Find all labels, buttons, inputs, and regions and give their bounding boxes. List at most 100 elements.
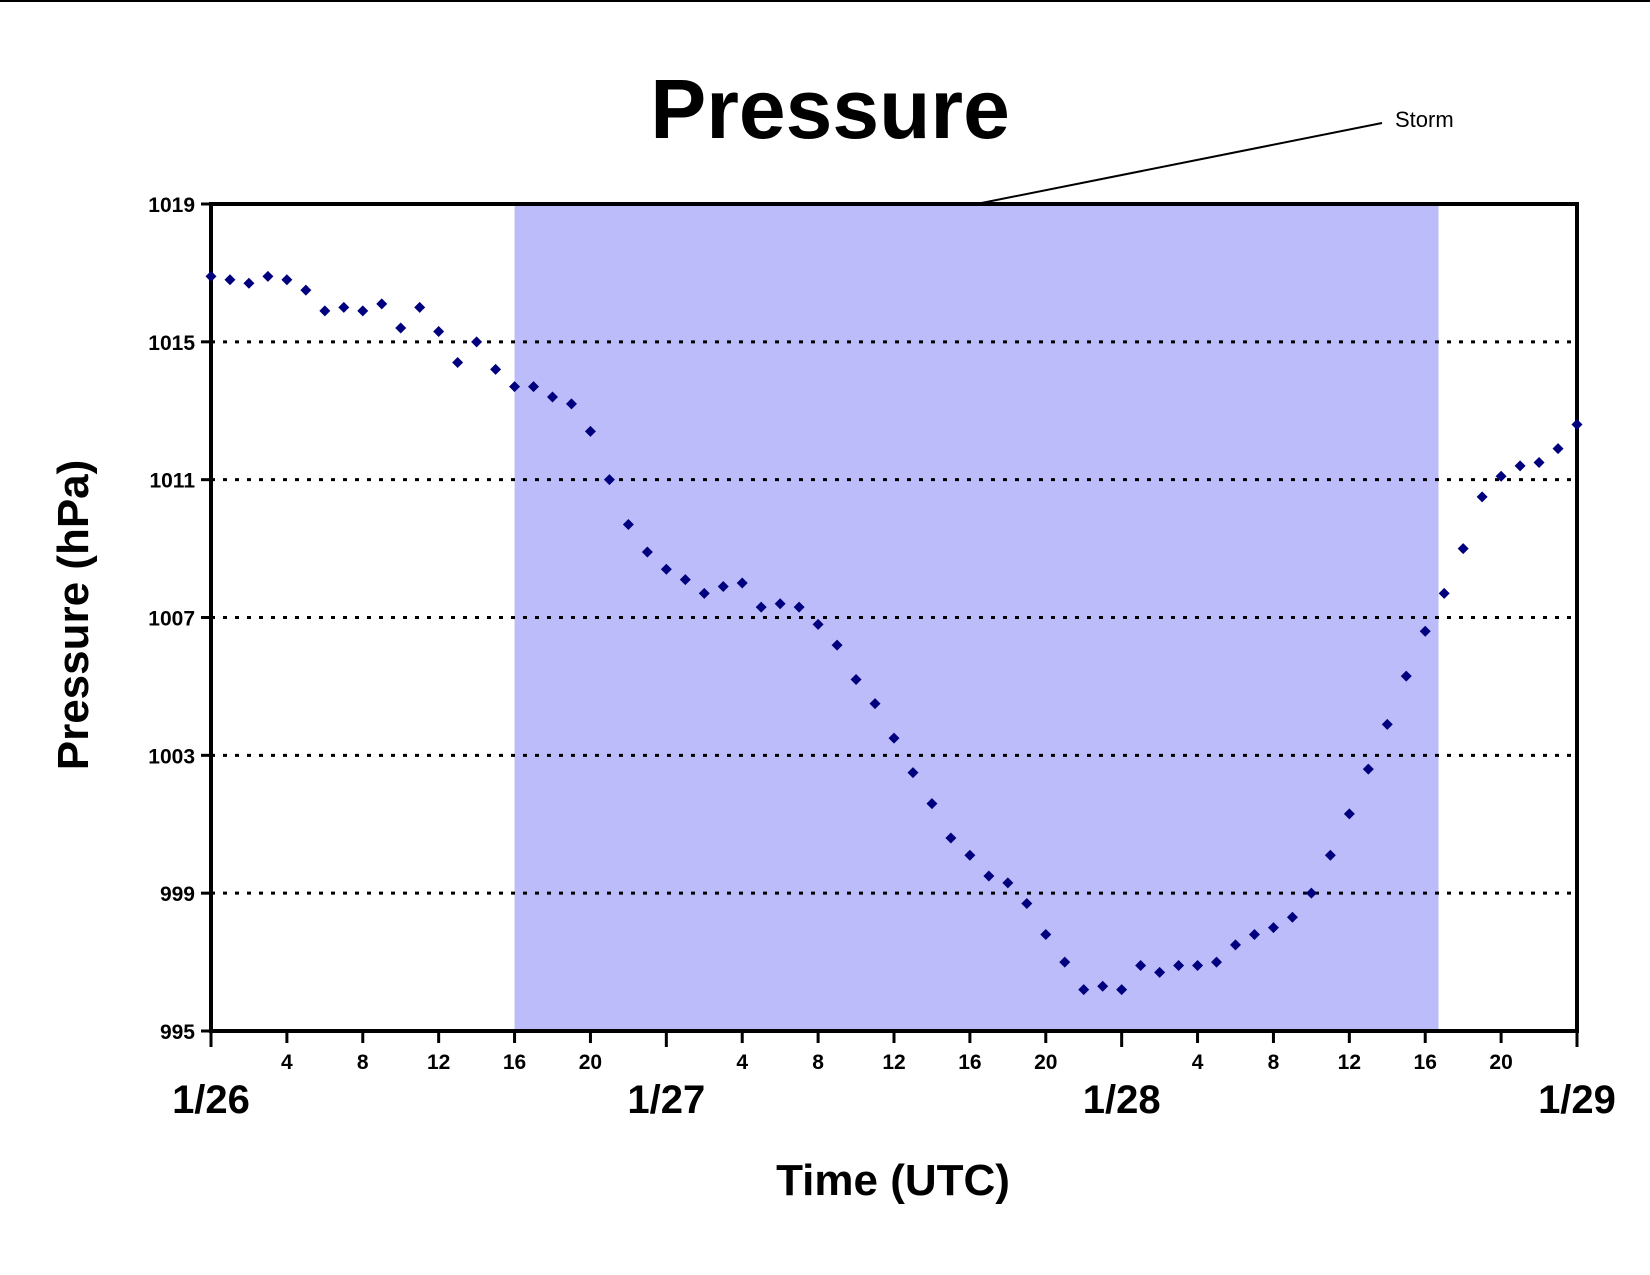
data-point xyxy=(1476,491,1488,503)
data-point xyxy=(1362,763,1374,775)
data-point xyxy=(1286,911,1298,923)
data-point xyxy=(793,601,805,613)
data-point xyxy=(338,301,350,313)
data-point xyxy=(395,322,407,334)
data-point xyxy=(1438,587,1450,599)
data-point xyxy=(603,474,615,486)
data-point xyxy=(983,870,995,882)
data-point xyxy=(528,381,540,393)
y-tick-label-1015: 1015 xyxy=(148,332,195,355)
data-point xyxy=(1192,960,1204,972)
y-tick-label-1007: 1007 xyxy=(148,608,195,631)
data-point xyxy=(490,363,502,375)
data-point xyxy=(888,732,900,744)
data-point xyxy=(926,798,938,810)
x-tick-label-hour-64: 16 xyxy=(1414,1051,1437,1074)
data-point xyxy=(376,298,388,310)
data-point xyxy=(945,832,957,844)
data-point xyxy=(1267,922,1279,934)
data-point xyxy=(679,574,691,586)
data-point xyxy=(565,398,577,410)
data-point xyxy=(262,270,274,282)
data-point xyxy=(1552,443,1564,455)
data-point xyxy=(850,674,862,686)
data-point xyxy=(1002,877,1014,889)
data-point xyxy=(641,546,653,558)
data-point xyxy=(1097,980,1109,992)
x-tick-label-hour-68: 20 xyxy=(1489,1051,1512,1074)
x-tick-label-hour-32: 8 xyxy=(812,1051,824,1074)
x-tick-label-hour-28: 4 xyxy=(736,1051,748,1074)
x-date-label-1-28: 1/28 xyxy=(1083,1078,1161,1122)
data-point xyxy=(622,518,634,530)
data-point xyxy=(281,274,293,286)
data-point xyxy=(584,425,596,437)
data-point xyxy=(509,381,521,393)
x-date-label-1-26: 1/26 xyxy=(172,1078,250,1122)
data-point xyxy=(1457,543,1469,555)
x-axis-label: Time (UTC) xyxy=(776,1156,1010,1205)
data-point xyxy=(1571,419,1583,431)
data-point xyxy=(319,305,331,317)
y-tick-label-1003: 1003 xyxy=(148,745,195,768)
x-tick-label-hour-4: 4 xyxy=(281,1051,293,1074)
x-tick-label-hour-56: 8 xyxy=(1268,1051,1280,1074)
chart-title: Pressure xyxy=(650,62,1010,156)
x-date-label-1-27: 1/27 xyxy=(627,1078,705,1122)
data-point xyxy=(1419,625,1431,637)
x-tick-label-hour-36: 12 xyxy=(882,1051,905,1074)
x-tick-label-hour-16: 16 xyxy=(503,1051,526,1074)
data-point xyxy=(1116,984,1128,996)
x-tick-label-hour-20: 20 xyxy=(579,1051,602,1074)
data-point xyxy=(433,325,445,337)
data-point xyxy=(452,357,464,369)
data-point xyxy=(1248,929,1260,941)
plot-frame xyxy=(209,202,1579,1033)
data-point xyxy=(1059,956,1071,968)
data-point xyxy=(1533,456,1545,468)
data-point xyxy=(1211,956,1223,968)
x-date-label-1-29: 1/29 xyxy=(1538,1078,1616,1122)
data-point xyxy=(300,284,312,296)
data-point xyxy=(1343,808,1355,820)
data-point xyxy=(1495,470,1507,482)
x-tick-label-hour-60: 12 xyxy=(1338,1051,1361,1074)
data-point xyxy=(1021,898,1033,910)
storm-shaded-region xyxy=(514,204,1439,1031)
data-point xyxy=(964,849,976,861)
x-tick-label-hour-44: 20 xyxy=(1034,1051,1057,1074)
data-point xyxy=(660,563,672,575)
storm-annotation-line xyxy=(976,122,1383,205)
data-point xyxy=(736,577,748,589)
data-point xyxy=(717,580,729,592)
x-tick-label-hour-52: 4 xyxy=(1192,1051,1204,1074)
data-point xyxy=(205,270,217,282)
y-tick-label-1011: 1011 xyxy=(149,470,195,493)
data-point xyxy=(831,639,843,651)
data-point xyxy=(1040,929,1052,941)
data-point xyxy=(471,336,483,348)
data-point xyxy=(1173,960,1185,972)
data-point xyxy=(1135,960,1147,972)
storm-annotation-label: Storm xyxy=(1395,107,1454,132)
data-point xyxy=(774,598,786,610)
data-point xyxy=(1078,984,1090,996)
data-point xyxy=(1514,460,1526,472)
plot-area: 995 999 1003 1007 1011 1015 1019 4 8 12 16 20 4 8 12 16… xyxy=(148,107,1616,1122)
data-point xyxy=(698,587,710,599)
data-point xyxy=(755,601,767,613)
data-point xyxy=(869,698,881,710)
data-point xyxy=(1154,966,1166,978)
data-point xyxy=(547,391,558,403)
y-tick-label-999: 999 xyxy=(160,883,195,906)
data-point xyxy=(1230,939,1241,951)
data-point xyxy=(907,767,919,779)
data-point xyxy=(1400,670,1412,682)
data-point xyxy=(243,277,255,289)
data-point xyxy=(1381,718,1393,730)
data-point xyxy=(812,618,824,630)
y-tick-label-1019: 1019 xyxy=(148,194,195,217)
data-point xyxy=(414,301,426,313)
data-point xyxy=(1324,849,1336,861)
